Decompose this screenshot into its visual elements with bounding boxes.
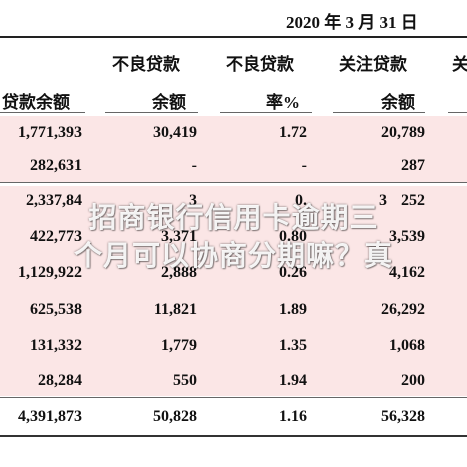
header-col4-line1: 关 bbox=[452, 55, 467, 74]
row-band bbox=[0, 186, 467, 396]
total-loan-balance: 4,391,873 bbox=[18, 408, 82, 425]
cell-npl-ratio: 0.80 bbox=[279, 228, 307, 245]
cell-special-mention: 4,162 bbox=[389, 264, 425, 281]
cell-npl-balance: - bbox=[191, 157, 197, 174]
cell-npl-balance: 11,821 bbox=[153, 301, 197, 318]
cell-loan-balance: 625,538 bbox=[30, 301, 82, 318]
top-rule bbox=[0, 36, 467, 38]
header-npl-ratio-line2: 率% bbox=[266, 93, 300, 112]
cell-special-mention: 3 bbox=[379, 192, 387, 209]
watermark-line-1: 招商银行信用卡逾期三 bbox=[88, 201, 379, 234]
cell-npl-balance: 30,419 bbox=[153, 124, 197, 141]
cell-special-mention: 26,292 bbox=[381, 301, 425, 318]
header-special-mention-line2: 余额 bbox=[381, 93, 415, 112]
cell-special-mention: 200 bbox=[401, 372, 425, 389]
cell-npl-ratio: 0.26 bbox=[279, 264, 307, 281]
header-loan-balance: 贷款余额 bbox=[2, 93, 70, 112]
cell-loan-balance: 131,332 bbox=[30, 337, 82, 354]
cell-special-mention-tail: 252 bbox=[401, 192, 425, 209]
total-special-mention: 56,328 bbox=[381, 408, 425, 425]
cell-loan-balance: 2,337,84 bbox=[26, 192, 82, 209]
cell-loan-balance: 1,771,393 bbox=[18, 124, 82, 141]
header-underline bbox=[333, 112, 425, 113]
cell-npl-balance: 3 bbox=[189, 192, 197, 209]
row-band bbox=[0, 116, 467, 182]
cell-npl-balance: 2,888 bbox=[161, 264, 197, 281]
cell-loan-balance: 1,129,922 bbox=[18, 264, 82, 281]
header-npl-balance-line1: 不良贷款 bbox=[112, 55, 180, 74]
header-underline bbox=[448, 112, 467, 113]
header-underline bbox=[105, 112, 198, 113]
cell-loan-balance: 422,773 bbox=[30, 228, 82, 245]
cell-loan-balance: 282,631 bbox=[30, 157, 82, 174]
cell-special-mention: 287 bbox=[401, 157, 425, 174]
cell-npl-ratio: 1.89 bbox=[279, 301, 307, 318]
cell-npl-ratio: 0. bbox=[295, 192, 307, 209]
cell-loan-balance: 28,284 bbox=[38, 372, 82, 389]
cell-npl-ratio: 1.94 bbox=[279, 372, 307, 389]
cell-special-mention: 1,068 bbox=[389, 337, 425, 354]
watermark-line-2: 个月可以协商分期嘛？真 bbox=[73, 239, 393, 272]
cell-special-mention: 20,789 bbox=[381, 124, 425, 141]
header-special-mention-line1: 关注贷款 bbox=[339, 55, 407, 74]
cell-npl-balance: 1,779 bbox=[161, 337, 197, 354]
cell-npl-balance: 3,371 bbox=[161, 228, 197, 245]
header-npl-ratio-line1: 不良贷款 bbox=[226, 55, 294, 74]
report-date: 2020 年 3 月 31 日 bbox=[286, 13, 418, 32]
header-underline bbox=[220, 112, 312, 113]
total-rule bbox=[0, 397, 467, 398]
subtotal-rule bbox=[0, 182, 467, 183]
total-npl-balance: 50,828 bbox=[153, 408, 197, 425]
bottom-rule bbox=[0, 435, 467, 437]
cell-npl-balance: 550 bbox=[173, 372, 197, 389]
cell-npl-ratio: - bbox=[301, 157, 307, 174]
header-npl-balance-line2: 余额 bbox=[152, 93, 186, 112]
total-npl-ratio: 1.16 bbox=[279, 408, 307, 425]
header-underline bbox=[0, 112, 85, 113]
cell-npl-ratio: 1.35 bbox=[279, 337, 307, 354]
cell-special-mention: 3,539 bbox=[389, 228, 425, 245]
cell-npl-ratio: 1.72 bbox=[279, 124, 307, 141]
